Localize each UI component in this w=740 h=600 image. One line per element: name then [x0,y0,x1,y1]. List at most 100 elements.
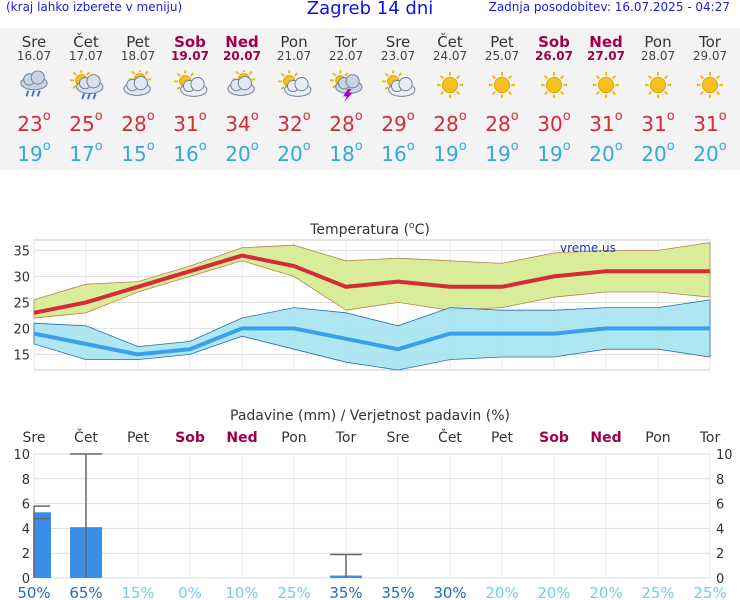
temp-max-value: 31 [173,112,199,136]
precip-tick-label-left: 10 [13,448,30,463]
precip-day-label: Pon [645,430,670,446]
temp-min-value: 16 [173,142,199,166]
degree-mark: o [614,109,623,124]
precip-tick-label-right: 10 [716,448,733,463]
daily-forecast-strip: Sre 16.07 23o 19o Čet 17.07 25o 17o Pet 18.07 28o 1… [0,28,740,170]
temp-max-value: 31 [641,112,667,136]
day-date: 24.07 [432,49,468,63]
sun-cloud-icon [172,70,208,102]
precip-day-label: Sob [539,430,569,446]
precip-tick-label-right: 0 [716,572,724,587]
precipitation-plot-area [33,453,711,579]
day-column: Čet 17.07 25o 17o [60,28,112,166]
degree-mark: o [666,139,675,154]
degree-mark: o [146,109,155,124]
temp-min: 19o [418,139,482,166]
min-temp-range-band [33,299,711,371]
degree-mark: o [198,109,207,124]
day-column: Sre 23.07 29o 16o [372,28,424,166]
precip-tick-label-right: 8 [716,473,724,488]
temp-min: 20o [262,139,326,166]
sun-icon [692,70,728,102]
precip-bar [34,512,51,578]
temp-max: 28o [314,109,378,136]
precip-day-label: Sre [387,430,410,446]
precip-day-label: Pet [127,430,150,446]
precip-tick-label-left: 2 [22,547,30,562]
temp-min: 20o [210,139,274,166]
precip-probability: 65% [69,584,102,600]
precip-day-label: Pon [281,430,306,446]
day-column: Sre 16.07 23o 19o [8,28,60,166]
precip-probability: 20% [537,584,570,600]
temp-min-value: 20 [225,142,251,166]
temp-min: 20o [626,139,690,166]
temp-tick-label: 35 [13,244,30,259]
degree-mark: o [198,139,207,154]
sun-icon [640,70,676,102]
day-name: Sre [385,33,411,51]
degree-mark: o [250,139,259,154]
precip-probability: 25% [693,584,726,600]
day-column: Pet 18.07 28o 15o [112,28,164,166]
day-date: 27.07 [587,49,625,63]
precip-day-label: Ned [226,430,257,446]
precip-probability: 20% [589,584,622,600]
location-hint[interactable]: (kraj lahko izberete v meniju) [6,0,183,14]
precip-probability: 20% [485,584,518,600]
degree-mark: o [406,139,415,154]
temp-max: 31o [158,109,222,136]
temp-min-value: 20 [641,142,667,166]
day-name: Pon [644,33,672,51]
day-column: Sob 26.07 30o 19o [528,28,580,166]
precip-probability: 50% [17,584,50,600]
day-name: Tor [335,33,357,51]
temp-max-value: 29 [381,112,407,136]
degree-mark: o [250,109,259,124]
temp-tick-label: 20 [13,322,30,337]
precip-tick-label-left: 8 [22,473,30,488]
degree-mark: o [458,109,467,124]
temp-max: 34o [210,109,274,136]
degree-mark: o [302,139,311,154]
temp-max-value: 28 [485,112,511,136]
degree-mark: o [510,109,519,124]
temp-min: 19o [470,139,534,166]
precip-day-label: Pet [491,430,514,446]
day-date: 20.07 [223,49,261,63]
day-name: Sob [174,33,206,51]
degree-mark: o [42,109,51,124]
temp-min-value: 19 [433,142,459,166]
degree-mark: o [302,109,311,124]
temp-min: 19o [522,139,586,166]
precip-probability: 35% [329,584,362,600]
temp-max-value: 28 [329,112,355,136]
temp-min: 15o [106,139,170,166]
rain-cloud-icon [16,70,52,102]
temp-max-value: 23 [17,112,43,136]
day-column: Pet 25.07 28o 19o [476,28,528,166]
sun-rain-cloud-icon [68,69,104,102]
precip-day-label: Sre [23,430,46,446]
temp-min-value: 20 [693,142,719,166]
day-name: Sre [21,33,47,51]
precip-probability: 10% [225,584,258,600]
precip-day-label: Čet [74,428,98,446]
day-column: Pon 28.07 31o 20o [632,28,684,166]
temp-max: 28o [418,109,482,136]
temp-max: 23o [2,109,66,136]
precip-day-label: Ned [590,430,621,446]
day-column: Pon 21.07 32o 20o [268,28,320,166]
day-date: 18.07 [120,49,156,63]
sun-icon [536,70,572,102]
precip-probability: 25% [277,584,310,600]
temp-min-value: 18 [329,142,355,166]
sun-icon [432,70,468,102]
temp-max: 28o [470,109,534,136]
max-temp-range-band [33,242,711,319]
precip-tick-label-right: 2 [716,547,724,562]
degree-mark: o [510,139,519,154]
partly-cloudy-icon [224,68,260,102]
precip-probability: 0% [178,584,202,600]
temp-min: 20o [678,139,740,166]
